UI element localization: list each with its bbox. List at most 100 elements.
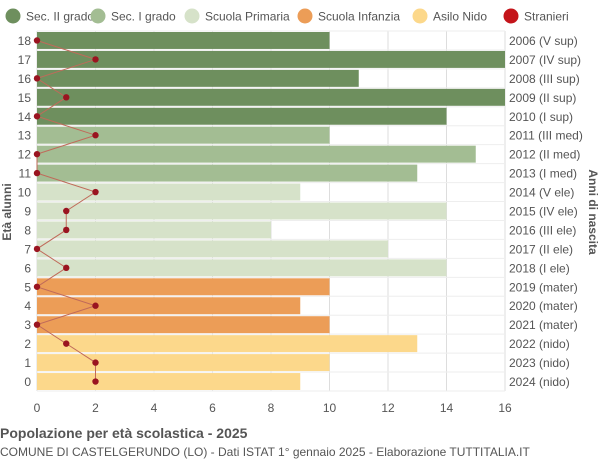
stranieri-point-age-13 (92, 132, 99, 139)
bar-age-7 (37, 240, 388, 258)
age-tick-label: 8 (24, 223, 31, 237)
birth-year-label: 2021 (mater) (509, 318, 578, 332)
birth-year-label: 2017 (II ele) (509, 242, 573, 256)
age-tick-label: 12 (18, 148, 32, 162)
age-tick-label: 17 (18, 53, 32, 67)
age-tick-label: 13 (18, 129, 32, 143)
x-tick-label: 8 (268, 401, 275, 415)
bar-age-6 (37, 259, 447, 277)
stranieri-point-age-4 (92, 302, 99, 309)
stranieri-point-age-2 (63, 340, 70, 347)
legend-label: Scuola Infanzia (318, 10, 400, 24)
birth-year-label: 2018 (I ele) (509, 261, 570, 275)
birth-year-label: 2006 (V sup) (509, 34, 578, 48)
x-tick-label: 4 (151, 401, 158, 415)
birth-year-label: 2011 (III med) (509, 129, 583, 143)
age-tick-label: 4 (24, 299, 31, 313)
birth-year-label: 2013 (I med) (509, 167, 577, 181)
stranieri-point-age-17 (92, 56, 99, 63)
birth-year-label: 2010 (I sup) (509, 110, 573, 124)
legend-swatch (412, 8, 428, 24)
stranieri-point-age-10 (92, 188, 99, 196)
bar-age-10 (37, 183, 301, 201)
legend-label: Asilo Nido (433, 10, 487, 24)
bar-age-13 (37, 126, 330, 144)
age-tick-label: 9 (24, 205, 31, 219)
bar-age-0 (37, 373, 301, 390)
x-tick-label: 2 (92, 401, 99, 415)
age-tick-label: 15 (18, 91, 32, 105)
age-tick-label: 6 (24, 261, 31, 275)
y-axis-title-left: Età alunni (0, 183, 14, 240)
x-tick-label: 6 (209, 401, 216, 415)
stranieri-point-age-9 (63, 207, 70, 215)
bar-age-11 (37, 164, 418, 182)
birth-year-label: 2020 (mater) (509, 299, 578, 313)
birth-year-label: 2022 (nido) (509, 337, 570, 351)
x-tick-label: 10 (323, 401, 337, 415)
stranieri-point-age-14 (33, 113, 41, 120)
birth-year-label: 2014 (V ele) (509, 186, 574, 200)
footer-subtitle: COMUNE DI CASTELGERUNDO (LO) - Dati ISTA… (0, 445, 530, 459)
age-tick-label: 3 (24, 318, 31, 332)
birth-year-label: 2012 (II med) (509, 148, 580, 162)
x-tick-label: 14 (440, 401, 454, 415)
birth-year-label: 2007 (IV sup) (509, 53, 581, 67)
bar-age-14 (37, 107, 447, 125)
bar-age-9 (37, 202, 447, 220)
bar-age-8 (37, 221, 271, 239)
bar-age-4 (37, 297, 301, 315)
birth-year-label: 2009 (II sup) (509, 91, 576, 105)
stranieri-point-age-15 (63, 94, 70, 101)
school-age-chart: Sec. II grado Sec. I grado Scuola Primaria… (0, 8, 600, 415)
legend-swatch (184, 8, 200, 24)
x-tick-label: 0 (34, 401, 41, 415)
legend-swatch (90, 8, 106, 24)
y-axis-right: 2006 (V sup) 2007 (IV sup) 2008 (III sup) 2… (509, 34, 583, 389)
bar-age-1 (37, 354, 330, 372)
age-tick-label: 11 (19, 167, 32, 181)
bar-age-12 (37, 145, 476, 163)
y-axis-title-right: Anni di nascita (586, 169, 600, 255)
birth-year-label: 2008 (III sup) (509, 72, 580, 86)
age-tick-label: 14 (18, 110, 32, 124)
age-tick-label: 5 (24, 280, 31, 294)
bar-age-18 (37, 32, 330, 49)
age-tick-label: 7 (24, 242, 31, 256)
stranieri-point-age-12 (33, 150, 41, 158)
bar-age-2 (37, 335, 418, 353)
bar-age-16 (37, 69, 359, 87)
legend-label: Stranieri (524, 10, 569, 24)
stranieri-point-age-7 (33, 245, 41, 253)
bar-age-17 (37, 50, 505, 68)
stranieri-point-age-3 (33, 321, 41, 328)
birth-year-label: 2024 (nido) (509, 375, 570, 389)
stranieri-point-age-18 (33, 37, 41, 44)
footer-title: Popolazione per età scolastica - 2025 (0, 425, 248, 441)
stranieri-point-age-0 (92, 378, 99, 385)
legend-swatch (503, 8, 519, 24)
bar-age-3 (37, 316, 330, 334)
stranieri-series (33, 37, 99, 385)
birth-year-label: 2015 (IV ele) (509, 205, 578, 219)
age-tick-label: 0 (24, 375, 31, 389)
age-tick-label: 18 (18, 34, 32, 48)
legend-swatch (297, 8, 313, 24)
x-tick-label: 16 (498, 401, 512, 415)
x-tick-label: 12 (381, 401, 395, 415)
legend: Sec. II grado Sec. I grado Scuola Primaria… (5, 8, 569, 24)
stranieri-point-age-11 (33, 169, 41, 177)
birth-year-label: 2016 (III ele) (509, 223, 576, 237)
legend-label: Sec. I grado (111, 10, 176, 24)
age-tick-label: 2 (24, 337, 31, 351)
legend-swatch (5, 8, 21, 24)
legend-label: Sec. II grado (26, 10, 94, 24)
stranieri-point-age-6 (63, 264, 70, 272)
stranieri-point-age-1 (92, 359, 99, 366)
x-axis: 0 2 4 6 8 10 12 14 16 (34, 401, 512, 415)
legend-label: Scuola Primaria (205, 10, 290, 24)
age-tick-label: 10 (18, 186, 32, 200)
age-tick-label: 16 (18, 72, 32, 86)
bars (37, 32, 505, 390)
